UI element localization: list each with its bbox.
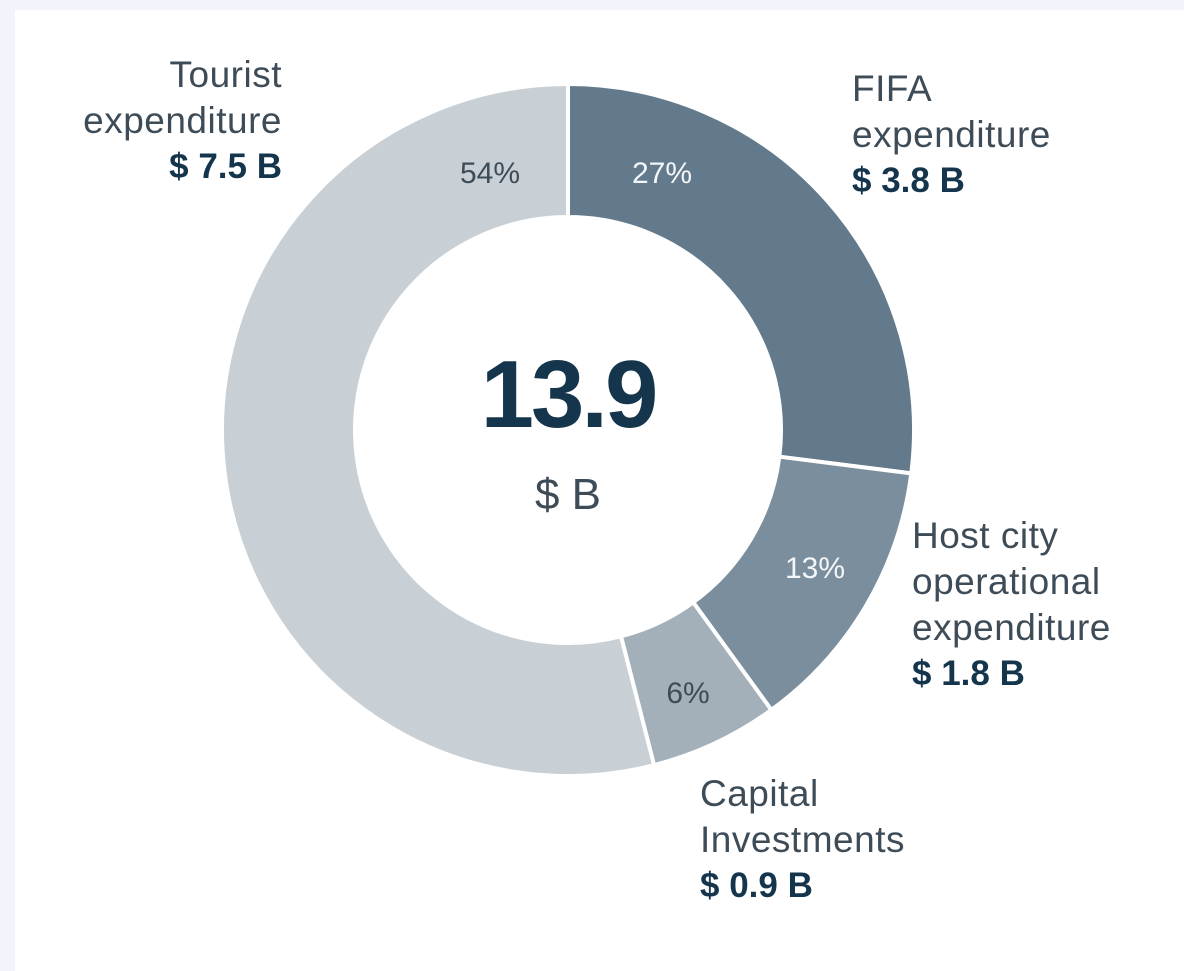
category-name: Host city operational expenditure	[912, 515, 1111, 648]
category-name: FIFA expenditure	[852, 68, 1051, 155]
donut-segment	[220, 81, 657, 778]
center-unit: $ B	[534, 470, 602, 519]
amount-label: $ 3.8 B	[852, 161, 965, 200]
amount-label: $ 1.8 B	[912, 654, 1025, 693]
percent-label: 6%	[666, 677, 709, 710]
donut-segment	[566, 81, 916, 476]
amount-label: $ 0.9 B	[700, 866, 813, 905]
category-name: Tourist expenditure	[83, 54, 282, 141]
segment-label: FIFA expenditure $ 3.8 B	[852, 66, 1051, 204]
center-value: 13.9	[480, 341, 659, 448]
percent-label: 54%	[460, 157, 520, 190]
percent-label: 13%	[785, 552, 845, 585]
segment-label: Host city operational expenditure $ 1.8 B	[912, 513, 1111, 697]
percent-label: 27%	[632, 157, 692, 190]
segment-label: Capital Investments $ 0.9 B	[700, 771, 905, 909]
amount-label: $ 7.5 B	[169, 147, 282, 186]
category-name: Capital Investments	[700, 773, 905, 860]
segment-label: Tourist expenditure $ 7.5 B	[83, 52, 282, 190]
